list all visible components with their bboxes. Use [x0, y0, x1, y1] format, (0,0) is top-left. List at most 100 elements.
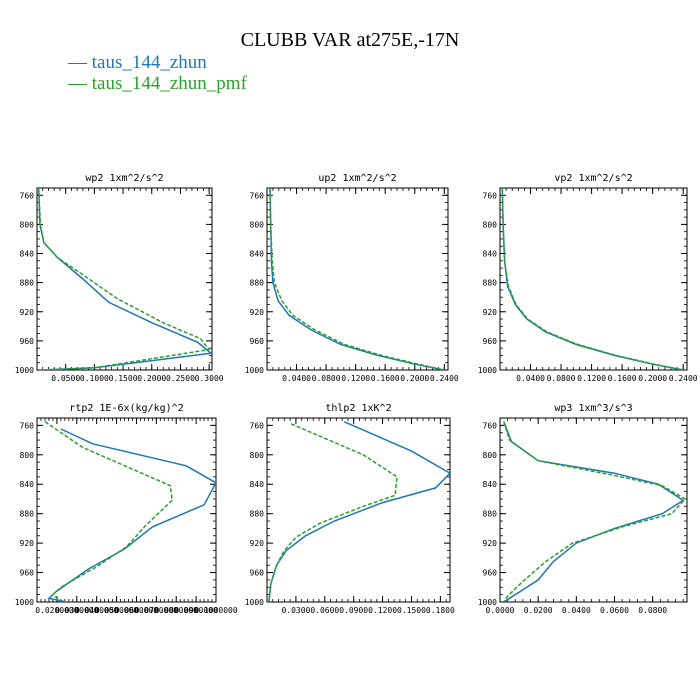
- x-tick-label: 0.0800: [312, 374, 341, 383]
- legend-line-marker: —: [68, 52, 87, 73]
- y-tick-label: 840: [250, 480, 265, 489]
- y-tick-label: 920: [250, 308, 265, 317]
- series-line-taus-144-zhun: [268, 421, 450, 602]
- figure-title: CLUBB VAR at275E,-17N: [240, 29, 460, 51]
- x-tick-label: 0.0500: [51, 374, 80, 383]
- x-tick-label: 0.0800: [547, 374, 576, 383]
- series-line-taus-144-zhun-pmf: [44, 421, 173, 602]
- legend-line-marker: —: [68, 73, 87, 94]
- x-tick-label: 0.0500000: [95, 606, 139, 615]
- x-tick-label: 0.1200: [341, 374, 370, 383]
- x-tick-label: 0.2000: [638, 374, 667, 383]
- y-tick-label: 880: [483, 279, 498, 288]
- chart-panel-2: up2 1xm^2/s^2 760 800 840 880 920 960 1000 0.040…: [245, 173, 459, 383]
- y-tick-label: 760: [20, 421, 35, 430]
- x-tick-label: 0.2500: [166, 374, 195, 383]
- y-tick-label: 920: [250, 539, 265, 548]
- y-tick-label: 1000: [245, 366, 264, 375]
- series-line-taus-144-zhun-pmf: [268, 423, 398, 602]
- x-tick-label: 0.1200: [368, 606, 397, 615]
- legend-label: taus_144_zhun: [91, 52, 207, 73]
- y-tick-label: 800: [483, 220, 498, 229]
- x-tick-label: 0.0600: [310, 606, 339, 615]
- y-tick-label: 880: [20, 279, 35, 288]
- series-line-taus-144-zhun-pmf: [269, 188, 445, 370]
- y-tick-label: 760: [483, 421, 498, 430]
- series-line-taus-144-zhun: [503, 421, 685, 602]
- plot-frame: [36, 417, 217, 603]
- x-tick-label: 0.1000000: [194, 606, 238, 615]
- y-tick-label: 1000: [15, 366, 34, 375]
- legend-entry-taus-144-zhun-pmf: — taus_144_zhun_pmf: [68, 73, 247, 95]
- plot-frame: [266, 417, 451, 603]
- y-tick-label: 960: [250, 337, 265, 346]
- x-tick-label: 0.0200: [524, 606, 553, 615]
- x-tick-label: 0.2400: [669, 374, 698, 383]
- series-line-taus-144-zhun: [501, 188, 684, 370]
- series-line-taus-144-zhun: [37, 188, 212, 370]
- y-tick-label: 920: [483, 539, 498, 548]
- chart-panel-4: rtp2 1E-6x(kg/kg)^2 760 800 840 880 920 960 100…: [15, 403, 238, 615]
- x-tick-label: 0.1600: [371, 374, 400, 383]
- y-tick-label: 840: [483, 250, 498, 259]
- x-tick-label: 0.0300000: [55, 606, 99, 615]
- y-tick-label: 960: [483, 337, 498, 346]
- x-tick-label: 0.0400: [516, 374, 545, 383]
- chart-panel-6: wp3 1xm^3/s^3 760 800 840 880 920 960 10000.000…: [478, 403, 688, 615]
- panel-title: thlp2 1xK^2: [325, 403, 391, 414]
- panel-title: rtp2 1E-6x(kg/kg)^2: [69, 403, 183, 414]
- y-tick-label: 840: [250, 250, 265, 259]
- x-tick-label: 0.1500: [109, 374, 138, 383]
- y-tick-label: 880: [250, 279, 265, 288]
- x-tick-label: 0.0000: [486, 606, 515, 615]
- x-tick-label: 0.2400: [430, 374, 459, 383]
- x-tick-label: 0.0600: [600, 606, 629, 615]
- x-tick-label: 0.0600000: [115, 606, 159, 615]
- y-tick-label: 760: [483, 191, 498, 200]
- y-tick-label: 760: [20, 191, 35, 200]
- x-tick-label: 0.0800000: [155, 606, 199, 615]
- x-tick-label: 0.3000: [195, 374, 224, 383]
- x-tick-label: 0.1500: [397, 606, 426, 615]
- x-tick-label: 0.0900: [339, 606, 368, 615]
- y-tick-label: 960: [483, 569, 498, 578]
- x-tick-label: 0.0700000: [135, 606, 179, 615]
- y-tick-label: 840: [20, 250, 35, 259]
- plot-frame: [266, 187, 449, 371]
- x-tick-label: 0.2000: [400, 374, 429, 383]
- plot-frame: [499, 417, 688, 603]
- x-tick-label: 0.0300: [281, 606, 310, 615]
- series-line-taus-144-zhun: [269, 188, 445, 370]
- panel-title: vp2 1xm^2/s^2: [554, 173, 632, 184]
- y-tick-label: 920: [20, 539, 35, 548]
- y-tick-label: 880: [483, 510, 498, 519]
- y-tick-label: 840: [20, 480, 35, 489]
- y-tick-label: 760: [250, 421, 265, 430]
- x-tick-label: 0.1200: [577, 374, 606, 383]
- y-tick-label: 960: [250, 569, 265, 578]
- chart-panel-1: wp2 1xm^2/s^2 760 800 840 880 920 960 1000 0.050…: [15, 173, 224, 383]
- y-tick-label: 960: [20, 337, 35, 346]
- x-tick-label: 0.0400000: [75, 606, 119, 615]
- x-tick-label: 0.0900000: [174, 606, 218, 615]
- plot-frame: [36, 187, 213, 371]
- x-tick-label: 0.2000: [137, 374, 166, 383]
- panel-title: wp3 1xm^3/s^3: [554, 403, 632, 414]
- legend-label: taus_144_zhun_pmf: [91, 73, 247, 94]
- y-tick-label: 1000: [245, 598, 264, 607]
- series-line-taus-144-zhun-pmf: [37, 188, 211, 370]
- x-tick-label: 0.1600: [608, 374, 637, 383]
- y-tick-label: 800: [20, 451, 35, 460]
- y-tick-label: 920: [483, 308, 498, 317]
- series-line-taus-144-zhun-pmf: [501, 188, 684, 370]
- y-tick-label: 880: [20, 510, 35, 519]
- x-tick-label: 0.0400: [282, 374, 311, 383]
- y-tick-label: 960: [20, 569, 35, 578]
- panel-title: wp2 1xm^2/s^2: [85, 173, 163, 184]
- plot-frame: [499, 187, 688, 371]
- y-tick-label: 800: [483, 451, 498, 460]
- y-tick-label: 920: [20, 308, 35, 317]
- chart-panel-3: vp2 1xm^2/s^2 760 800 840 880 920 960 1000 0.040…: [478, 173, 698, 383]
